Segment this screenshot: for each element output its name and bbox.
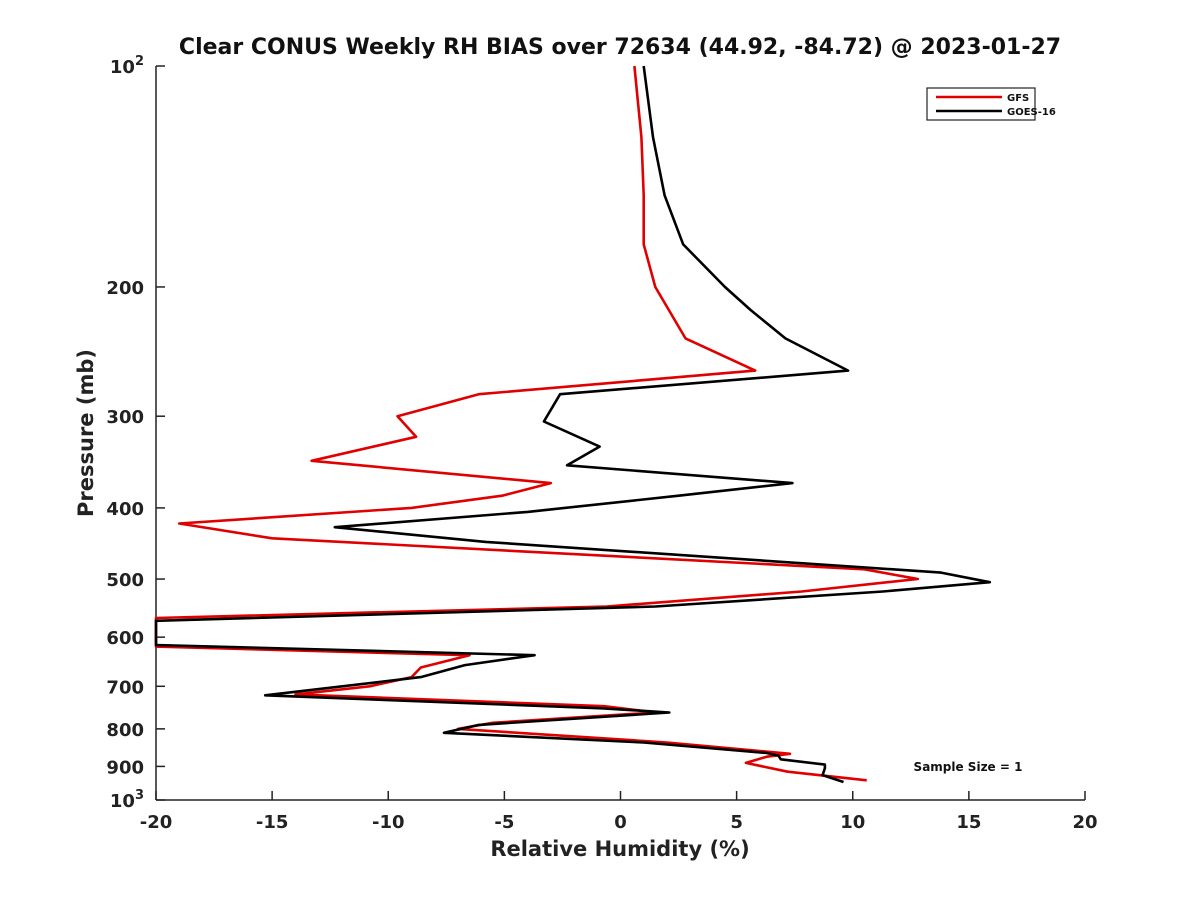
axis-ticks: -20 -15 -10 -5 0 5 10 15 20 200 300 400 500 600 700 800… <box>106 54 1097 833</box>
y-decade-tick-label: 103 <box>110 788 144 812</box>
y-tick-label: 400 <box>106 499 144 520</box>
x-tick-label: 5 <box>730 812 743 833</box>
y-tick-label: 500 <box>106 570 144 591</box>
y-tick-label: 200 <box>106 278 144 299</box>
y-tick-label: 300 <box>106 407 144 428</box>
legend-label: GOES-16 <box>1007 107 1056 118</box>
x-tick-label: 15 <box>956 812 981 833</box>
legend-box <box>926 87 1036 121</box>
legend-label: GFS <box>1007 93 1029 104</box>
x-tick-label: 20 <box>1072 812 1097 833</box>
y-tick-label: 900 <box>106 757 144 778</box>
y-tick-label: 700 <box>106 677 144 698</box>
sample-size-annotation: Sample Size = 1 <box>914 760 1023 774</box>
legend: GFS GOES-16 <box>926 87 1056 121</box>
y-decade-tick-label: 102 <box>110 54 144 78</box>
data-series <box>154 65 992 784</box>
x-tick-label: 10 <box>840 812 865 833</box>
series-line-goes-16 <box>154 65 992 784</box>
x-tick-label: 0 <box>614 812 627 833</box>
y-tick-label: 600 <box>106 628 144 649</box>
x-tick-label: -15 <box>256 812 289 833</box>
y-tick-label: 800 <box>106 720 144 741</box>
x-tick-label: -10 <box>372 812 405 833</box>
y-axis-label: Pressure (mb) <box>74 349 98 517</box>
chart-title: Clear CONUS Weekly RH BIAS over 72634 (4… <box>179 35 1061 60</box>
x-axis-label: Relative Humidity (%) <box>490 837 749 861</box>
x-tick-label: -5 <box>494 812 514 833</box>
x-tick-label: -20 <box>140 812 173 833</box>
